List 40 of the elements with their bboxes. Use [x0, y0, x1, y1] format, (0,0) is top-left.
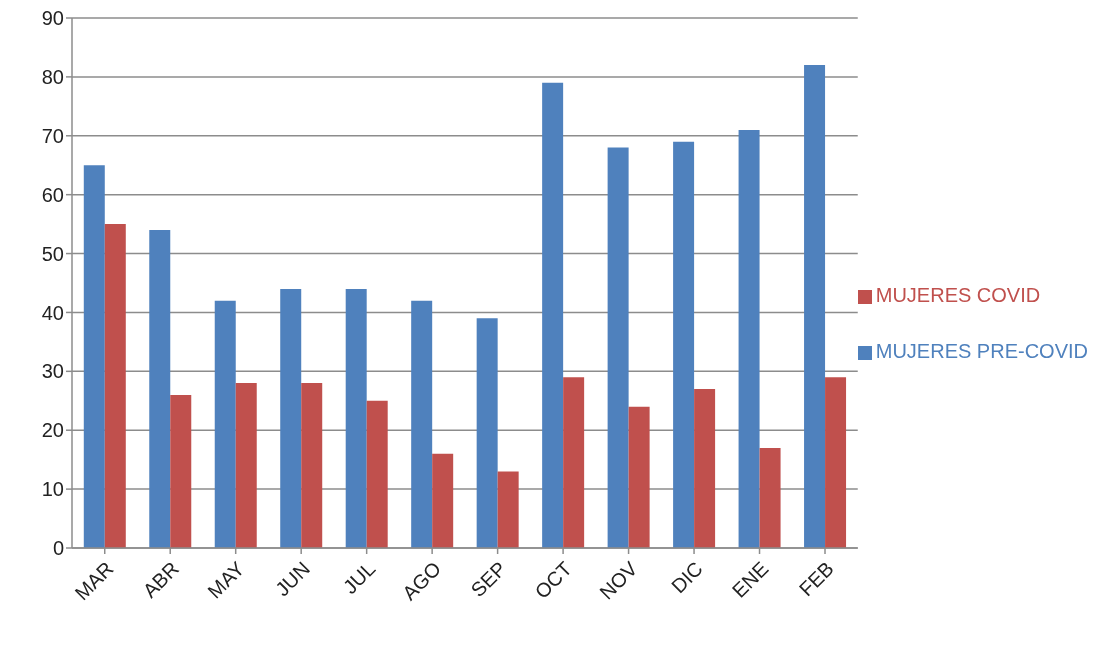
bar [83, 165, 105, 548]
x-tick-label: DIC [667, 557, 707, 598]
bar [673, 141, 695, 548]
bar [759, 447, 781, 548]
bar [301, 383, 323, 548]
bar [345, 288, 367, 548]
bar [104, 224, 126, 548]
y-tick-label: 40 [41, 301, 64, 324]
y-tick-label: 60 [41, 183, 64, 206]
bar [563, 377, 585, 548]
bar [607, 147, 629, 548]
bar [476, 318, 498, 548]
bar [825, 377, 847, 548]
x-tick-label: SEP [466, 557, 511, 602]
legend-label: MUJERES COVID [875, 284, 1041, 306]
bar [628, 406, 650, 548]
y-tick-label: 0 [52, 537, 64, 560]
bar [738, 129, 760, 548]
bar [280, 288, 302, 548]
y-tick-label: 90 [41, 7, 64, 30]
bar [366, 400, 388, 548]
bar [235, 383, 257, 548]
bar [214, 300, 236, 548]
bar [149, 230, 171, 548]
y-tick-label: 20 [41, 419, 64, 442]
x-tick-label: FEB [794, 557, 838, 601]
bar [694, 389, 716, 548]
bar [804, 65, 826, 548]
bar [542, 82, 564, 548]
bar [432, 453, 454, 548]
legend-label: MUJERES PRE-COVID [875, 340, 1088, 362]
y-tick-label: 10 [41, 478, 64, 501]
y-tick-label: 30 [41, 360, 64, 383]
bar [497, 471, 519, 548]
bar [170, 394, 192, 548]
y-tick-label: 50 [41, 242, 64, 265]
y-tick-label: 70 [41, 124, 64, 147]
y-tick-label: 80 [41, 65, 64, 88]
x-tick-label: JUL [338, 557, 380, 599]
bar [411, 300, 433, 548]
